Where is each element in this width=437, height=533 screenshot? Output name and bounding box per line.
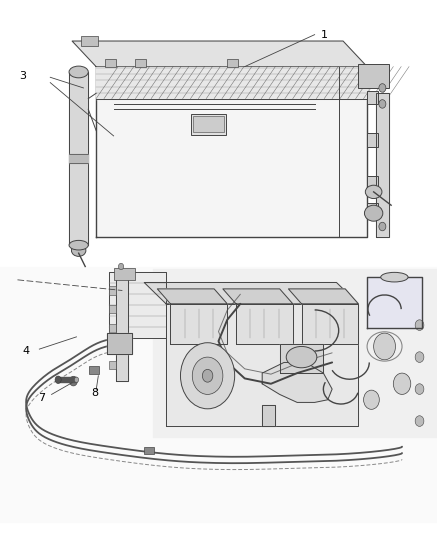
- Circle shape: [374, 333, 395, 360]
- Circle shape: [379, 222, 386, 231]
- Bar: [367, 203, 378, 216]
- Bar: [193, 116, 224, 132]
- Bar: [144, 447, 154, 454]
- Ellipse shape: [72, 245, 86, 256]
- Circle shape: [379, 84, 386, 92]
- Polygon shape: [236, 304, 293, 344]
- Polygon shape: [96, 67, 367, 237]
- Bar: [114, 268, 135, 280]
- Ellipse shape: [364, 205, 383, 221]
- Ellipse shape: [365, 185, 382, 199]
- Bar: [109, 342, 116, 351]
- Polygon shape: [69, 72, 88, 245]
- Circle shape: [415, 352, 424, 362]
- Circle shape: [69, 376, 77, 386]
- Bar: [109, 361, 116, 369]
- Circle shape: [379, 100, 386, 108]
- Bar: [227, 59, 238, 67]
- Bar: [89, 366, 99, 374]
- Bar: [109, 286, 116, 295]
- Ellipse shape: [69, 66, 88, 78]
- Polygon shape: [153, 269, 437, 437]
- Polygon shape: [116, 269, 128, 381]
- Circle shape: [55, 376, 61, 384]
- Polygon shape: [72, 41, 367, 67]
- Bar: [135, 59, 146, 67]
- Text: 1: 1: [321, 30, 328, 39]
- Polygon shape: [107, 333, 132, 354]
- Circle shape: [118, 263, 124, 270]
- Polygon shape: [280, 344, 323, 373]
- Polygon shape: [262, 405, 275, 426]
- Circle shape: [415, 416, 424, 426]
- Ellipse shape: [286, 346, 317, 368]
- Polygon shape: [367, 277, 422, 328]
- Circle shape: [202, 369, 213, 382]
- Bar: [367, 133, 378, 147]
- Polygon shape: [170, 304, 227, 344]
- Polygon shape: [376, 93, 389, 237]
- Bar: [109, 324, 116, 332]
- Circle shape: [192, 357, 223, 394]
- Bar: [358, 64, 389, 88]
- Circle shape: [415, 320, 424, 330]
- Text: 8: 8: [92, 389, 99, 398]
- Bar: [109, 305, 116, 313]
- Polygon shape: [109, 272, 166, 338]
- Polygon shape: [302, 304, 358, 344]
- Polygon shape: [69, 155, 88, 163]
- Bar: [81, 36, 98, 46]
- Bar: [105, 59, 116, 67]
- Ellipse shape: [381, 272, 408, 282]
- Polygon shape: [96, 67, 367, 99]
- Text: 4: 4: [23, 346, 30, 356]
- Polygon shape: [157, 289, 227, 304]
- Bar: [367, 91, 378, 104]
- Text: 3: 3: [20, 71, 27, 80]
- Polygon shape: [144, 282, 358, 304]
- Text: 7: 7: [38, 393, 45, 403]
- Bar: [367, 176, 378, 189]
- Bar: [191, 114, 226, 135]
- Polygon shape: [223, 289, 293, 304]
- Polygon shape: [166, 304, 358, 426]
- Circle shape: [393, 373, 411, 394]
- Polygon shape: [58, 377, 76, 382]
- Circle shape: [364, 390, 379, 409]
- Circle shape: [415, 384, 424, 394]
- Polygon shape: [0, 266, 437, 522]
- Polygon shape: [288, 289, 358, 304]
- Polygon shape: [262, 362, 332, 402]
- Circle shape: [74, 377, 79, 383]
- Ellipse shape: [69, 240, 88, 250]
- Circle shape: [180, 343, 235, 409]
